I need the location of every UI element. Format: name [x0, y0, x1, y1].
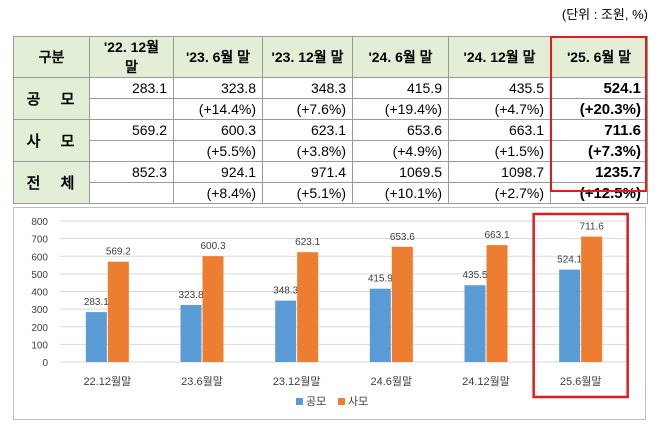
change-cell: (+8.4%): [173, 182, 263, 204]
y-tick-label: 400: [31, 288, 48, 299]
data-label: 653.6: [390, 232, 415, 243]
legend-label: 사모: [348, 395, 368, 408]
value-cell: 600.3: [173, 119, 263, 141]
bar-private: [581, 236, 603, 362]
table-row: (+8.4%) (+5.1%) (+10.1%) (+2.7%) (+12.5%…: [14, 182, 648, 204]
change-cell: (+19.4%): [352, 98, 449, 120]
data-label: 711.6: [580, 222, 605, 233]
change-cell-highlight: (+12.5%): [550, 182, 648, 204]
table-row: (+5.5%) (+3.8%) (+4.9%) (+1.5%) (+7.3%): [14, 140, 648, 162]
data-label: 283.1: [84, 297, 109, 308]
change-cell-highlight: (+7.3%): [550, 140, 648, 162]
x-tick-label: 22.12월말: [83, 375, 131, 388]
bar-private: [486, 245, 508, 362]
bar-private: [202, 256, 224, 362]
change-cell: (+5.1%): [262, 182, 353, 204]
y-tick-label: 800: [31, 217, 48, 228]
value-cell-highlight: 524.1: [550, 77, 648, 99]
y-tick-label: 100: [31, 340, 48, 351]
value-cell: 323.8: [173, 77, 263, 99]
legend-label: 공모: [306, 396, 326, 408]
table-row: (+14.4%) (+7.6%) (+19.4%) (+4.7%) (+20.3…: [14, 98, 648, 120]
bar-public: [85, 312, 107, 362]
bar-private: [107, 261, 129, 362]
table-header-row: 구분 '22. 12월 말 '23. 6월 말 '23. 12월 말 '24. …: [13, 36, 648, 78]
bar-private: [297, 252, 319, 362]
data-label: 623.1: [295, 237, 320, 248]
row-label-private: 사 모: [13, 119, 90, 162]
value-cell: 924.1: [173, 161, 263, 183]
change-cell: (+14.4%): [173, 98, 263, 120]
table-row: 전 체 852.3 924.1 971.4 1069.5 1098.7 1235…: [13, 161, 648, 204]
value-cell: 283.1: [89, 77, 174, 99]
y-tick-label: 600: [31, 252, 48, 263]
unit-label: (단위 : 조원, %): [561, 7, 648, 22]
data-label: 435.5: [462, 270, 487, 281]
x-tick-label: 24.6월말: [371, 375, 413, 388]
value-cell: 348.3: [262, 77, 353, 99]
y-tick-label: 700: [31, 235, 48, 246]
y-tick-label: 0: [42, 358, 48, 369]
data-label: 524.1: [557, 255, 582, 266]
data-label: 569.2: [106, 247, 131, 258]
fund-size-table: 구분 '22. 12월 말 '23. 6월 말 '23. 12월 말 '24. …: [13, 36, 648, 204]
header-cell: '22. 12월 말: [89, 36, 174, 78]
table-row: 사 모 569.2 600.3 623.1 653.6 663.1 711.6: [13, 119, 648, 162]
bar-public: [559, 269, 581, 362]
data-label: 348.3: [273, 286, 298, 297]
header-cell: '24. 12월 말: [448, 36, 551, 78]
data-label: 323.8: [178, 290, 203, 301]
value-cell: 852.3: [89, 161, 174, 183]
row-label-total: 전 체: [13, 161, 90, 204]
value-cell-highlight: 1235.7: [550, 161, 648, 183]
value-cell: 569.2: [89, 119, 174, 141]
value-cell: 971.4: [262, 161, 353, 183]
bar-public: [369, 288, 391, 362]
change-cell: (+2.7%): [448, 182, 551, 204]
y-tick-label: 300: [31, 305, 48, 316]
legend-swatch: [338, 398, 345, 405]
chart-frame: [13, 207, 646, 420]
data-label: 600.3: [200, 241, 225, 252]
y-tick-label: 200: [31, 323, 48, 334]
data-label: 663.1: [484, 230, 509, 241]
legend-swatch: [296, 398, 303, 405]
y-tick-label: 500: [31, 270, 48, 281]
header-cell: '23. 12월 말: [262, 36, 353, 78]
x-tick-label: 23.6월말: [181, 375, 223, 388]
x-tick-label: 23.12월말: [273, 375, 321, 388]
x-tick-label: 24.12월말: [462, 375, 510, 388]
x-tick-label: 25.6월말: [560, 375, 602, 388]
header-cell: '24. 6월 말: [352, 36, 449, 78]
bar-public: [180, 304, 202, 362]
header-cell: '23. 6월 말: [173, 36, 263, 78]
bar-private: [391, 246, 413, 362]
header-cell: '25. 6월 말: [550, 36, 648, 78]
data-label: 415.9: [368, 274, 393, 285]
bar-public: [464, 285, 486, 362]
bar-public: [275, 300, 297, 362]
highlight-category-box: [532, 212, 629, 399]
change-cell: (+10.1%): [352, 182, 449, 204]
